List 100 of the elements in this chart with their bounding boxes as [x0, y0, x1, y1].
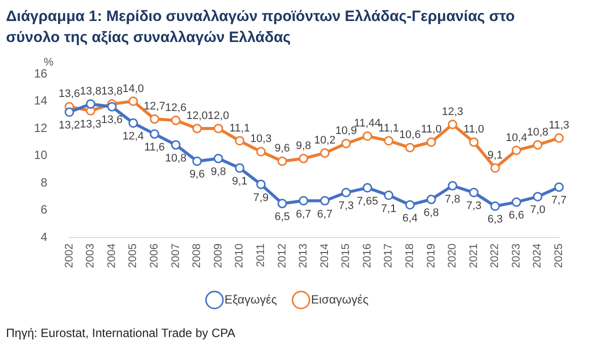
x-tick-label: 2015: [340, 244, 352, 268]
point: [554, 133, 564, 143]
data-label: 6,7: [296, 208, 312, 220]
data-label: 12,4: [122, 130, 144, 143]
x-tick-label: 2011: [254, 244, 267, 268]
point: [532, 192, 542, 202]
x-tick-label: 2016: [361, 244, 374, 268]
point: [490, 201, 500, 211]
point: [298, 196, 308, 206]
data-label: 6,7: [317, 208, 332, 220]
data-label: 9,8: [296, 140, 312, 152]
point: [277, 198, 287, 208]
data-label: 6,6: [508, 210, 524, 222]
data-label: 13,8: [101, 86, 123, 98]
x-tick-label: 2014: [318, 244, 331, 268]
data-label: 6,4: [402, 212, 418, 224]
data-label: 14,0: [122, 82, 144, 95]
point: [214, 154, 224, 164]
point: [384, 136, 394, 146]
point: [192, 156, 202, 166]
data-label: 6,5: [274, 210, 290, 223]
data-label: 9,6: [274, 142, 290, 155]
legend-label: Εισαγωγές: [310, 292, 369, 306]
point: [448, 180, 458, 190]
point: [234, 163, 244, 173]
x-tick-label: 2007: [170, 244, 182, 268]
data-label: 9,6: [189, 168, 205, 181]
y-tick-label: 12: [34, 120, 48, 135]
data-label: 7,3: [338, 200, 354, 212]
x-tick-label: 2008: [191, 244, 204, 268]
point: [320, 148, 330, 158]
x-tick-label: 2019: [425, 244, 438, 268]
y-tick-label: 16: [34, 66, 48, 80]
point: [214, 124, 224, 134]
x-tick-label: 2020: [446, 244, 459, 268]
data-label: 7,7: [551, 194, 567, 207]
point: [405, 200, 415, 210]
y-tick-label: 6: [40, 202, 48, 217]
point: [298, 154, 308, 164]
point: [128, 118, 138, 128]
data-label: 11,1: [378, 122, 399, 134]
x-tick-label: 2025: [553, 244, 566, 268]
data-label: 9,8: [210, 166, 226, 178]
point: [171, 116, 181, 126]
data-label: 7,9: [253, 192, 269, 204]
x-tick-label: 2004: [106, 244, 118, 268]
point: [448, 120, 458, 130]
x-tick-label: 2009: [212, 244, 224, 268]
data-label: 11,1: [229, 122, 250, 134]
point: [384, 190, 394, 200]
point: [341, 188, 351, 198]
data-label: 6,3: [487, 214, 503, 226]
point: [171, 140, 181, 150]
point: [150, 129, 160, 139]
point: [362, 131, 372, 141]
y-tick-label: 4: [40, 230, 48, 244]
point: [256, 180, 266, 190]
data-label: 7,65: [356, 195, 378, 208]
data-label: 9,1: [232, 176, 248, 188]
data-label: 13,6: [58, 88, 80, 100]
data-label: 12,0: [208, 110, 230, 122]
data-label: 7,0: [530, 204, 546, 216]
point: [426, 194, 436, 204]
data-label: 10,3: [250, 133, 272, 146]
point: [234, 136, 244, 146]
x-tick-label: 2013: [298, 244, 310, 268]
point: [426, 137, 436, 147]
x-tick-label: 2018: [404, 244, 416, 268]
x-tick-label: 2010: [234, 244, 246, 268]
data-label: 12,3: [442, 106, 464, 118]
data-label: 13,2: [58, 120, 80, 132]
data-label: 10,8: [165, 152, 187, 164]
data-label: 10,6: [399, 129, 421, 142]
x-tick-label: 2017: [382, 244, 395, 268]
y-tick-label: 10: [34, 148, 48, 162]
x-tick-label: 2022: [489, 244, 502, 268]
point: [192, 124, 202, 134]
legend-label: Εξαγωγές: [224, 292, 278, 306]
data-label: 10,8: [527, 126, 548, 138]
data-label: 10,9: [335, 125, 357, 138]
x-tick-label: 2006: [148, 244, 161, 268]
data-label: 11,3: [548, 120, 570, 132]
x-tick-label: 2012: [276, 244, 288, 268]
data-label: 13,8: [80, 86, 102, 98]
data-label: 10,2: [314, 134, 336, 147]
x-tick-label: 2023: [510, 244, 522, 268]
x-tick-label: 2005: [127, 244, 140, 268]
point: [469, 137, 479, 147]
data-label: 12,7: [144, 100, 166, 112]
y-tick-label: 8: [40, 175, 48, 190]
x-tick-label: 2024: [532, 244, 544, 268]
point: [256, 146, 266, 156]
point: [512, 146, 522, 156]
data-label: 11,0: [420, 124, 442, 136]
x-tick-label: 2003: [84, 244, 97, 268]
point: [512, 197, 522, 207]
data-label: 6,8: [424, 206, 439, 219]
data-label: 11,6: [144, 141, 165, 154]
point: [320, 196, 330, 206]
data-label: 12,0: [186, 110, 208, 122]
